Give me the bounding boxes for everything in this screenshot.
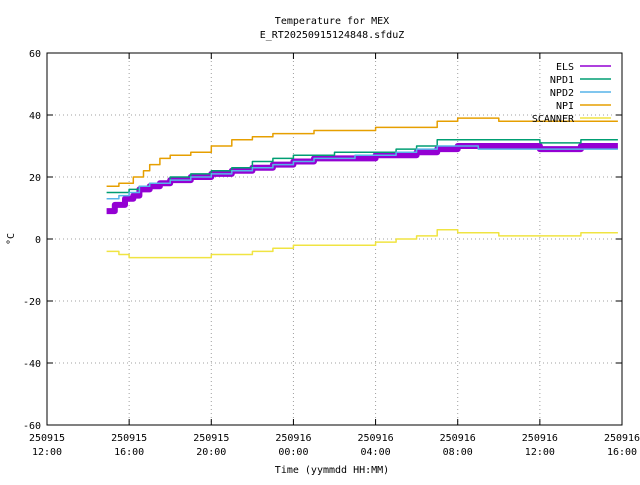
- x-tick-label-time: 12:00: [32, 447, 62, 458]
- grid: [47, 53, 622, 425]
- x-tick-label-time: 08:00: [443, 447, 473, 458]
- y-tick-label: 20: [29, 173, 41, 184]
- x-tick-label-time: 00:00: [278, 447, 308, 458]
- chart-title: Temperature for MEX: [275, 16, 389, 27]
- series-line-npi: [106, 117, 618, 188]
- legend: ELS NPD1 NPD2 NPI SCANNER: [532, 62, 611, 125]
- x-tick-label-time: 20:00: [196, 447, 226, 458]
- series-lines: [106, 117, 618, 259]
- x-tick-label-time: 16:00: [607, 447, 637, 458]
- y-tick-label: -20: [23, 297, 41, 308]
- y-tick-label: -40: [23, 359, 41, 370]
- legend-label-npd2: NPD2: [550, 88, 574, 99]
- x-tick-label-time: 12:00: [525, 447, 555, 458]
- series-line-scanner: [106, 228, 618, 259]
- x-tick-label-time: 04:00: [361, 447, 391, 458]
- chart-subtitle: E_RT20250915124848.sfduZ: [260, 30, 405, 41]
- x-tick-label-date: 250915: [111, 433, 147, 444]
- legend-label-npd1: NPD1: [550, 75, 574, 86]
- y-tick-label: 0: [35, 235, 41, 246]
- series-line-npd2: [106, 145, 618, 200]
- x-axis-label: Time (yymmdd HH:MM): [275, 465, 389, 476]
- x-tick-label-date: 250915: [29, 433, 65, 444]
- legend-label-els: ELS: [556, 62, 574, 73]
- legend-label-npi: NPI: [556, 101, 574, 112]
- axis-ticks: -60 -40 -20 0 20 40 60 250915 12:00 250915 16:00 25…: [23, 49, 640, 458]
- y-tick-label: 40: [29, 111, 41, 122]
- x-tick-label-date: 250916: [604, 433, 640, 444]
- legend-label-scanner: SCANNER: [532, 114, 575, 125]
- x-tick-label-date: 250916: [358, 433, 394, 444]
- y-tick-label: 60: [29, 49, 41, 60]
- x-tick-label-date: 250916: [275, 433, 311, 444]
- x-tick-label-date: 250916: [440, 433, 476, 444]
- x-tick-label-date: 250915: [193, 433, 229, 444]
- x-tick-label-date: 250916: [522, 433, 558, 444]
- y-axis-label: °C: [6, 233, 17, 245]
- y-tick-label: -60: [23, 421, 41, 432]
- x-tick-label-time: 16:00: [114, 447, 144, 458]
